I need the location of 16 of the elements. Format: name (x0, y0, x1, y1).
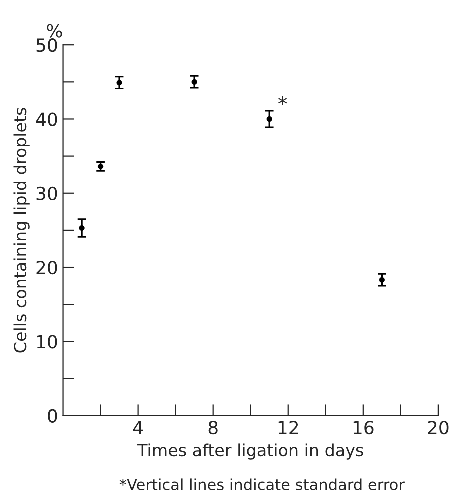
x-tick-label: 16 (354, 421, 374, 435)
text: *Vertical lines indicate standard error (120, 478, 405, 491)
text: % (47, 24, 62, 38)
y-tick-label: 20 (36, 260, 58, 275)
x-tick-label: 12 (278, 421, 298, 434)
x-tick-label: 20 (428, 421, 449, 435)
y-tick-label: 50 (36, 38, 58, 52)
annotation: * (278, 96, 288, 106)
x-tick-label: 4 (133, 421, 144, 434)
x-tick-label: 8 (208, 421, 218, 435)
y-tick-label: 30 (36, 186, 58, 200)
y-tick-label: 0 (48, 409, 58, 423)
y-axis-title: Cells containing lipid droplets (14, 108, 30, 353)
x-axis-title: Times after ligation in days (138, 444, 364, 460)
y-tick-label: 10 (37, 335, 58, 349)
y-tick-label: 40 (36, 112, 58, 126)
